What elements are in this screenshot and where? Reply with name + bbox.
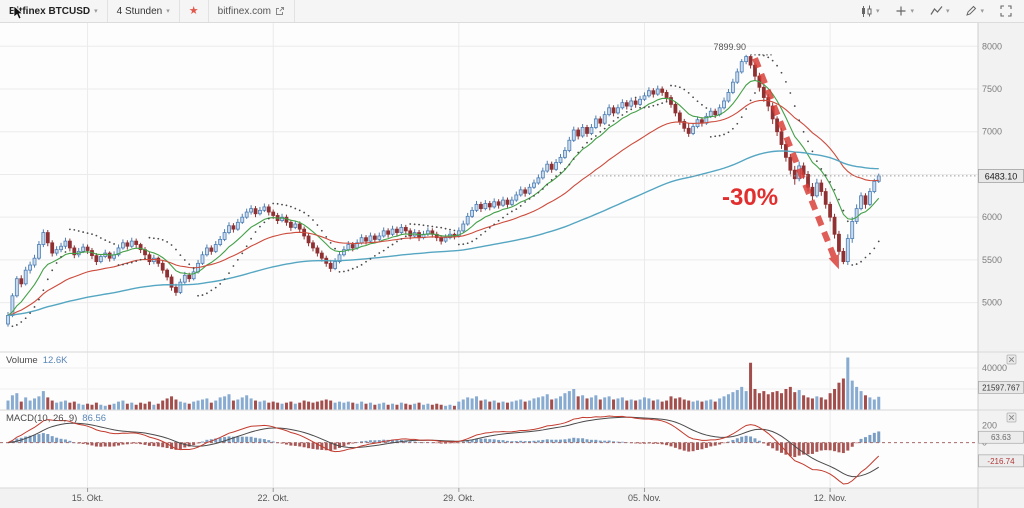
grid <box>0 22 978 488</box>
chart-area: 8000750070006500600055005000400002000648… <box>0 22 1024 508</box>
pencil-icon <box>966 5 977 16</box>
fullscreen-icon <box>1000 5 1012 17</box>
toolbar-separator <box>178 0 180 22</box>
svg-text:15. Okt.: 15. Okt. <box>72 493 104 503</box>
chart-canvas[interactable]: 8000750070006500600055005000400002000648… <box>0 22 1024 508</box>
exchange-link[interactable]: bitfinex.com <box>209 0 294 22</box>
svg-text:40000: 40000 <box>982 363 1007 373</box>
time-axis[interactable]: 15. Okt. 22. Okt. 29. Okt. 05. Nov. 12. Nov. <box>72 488 847 503</box>
toolbar-separator <box>294 0 295 22</box>
toolbar-separator <box>106 0 108 22</box>
interval-selector[interactable]: 4 Stunden ▾ <box>108 0 179 22</box>
svg-text:05. Nov.: 05. Nov. <box>628 493 661 503</box>
volume-pane-close-button[interactable] <box>1006 354 1017 365</box>
svg-text:63.63: 63.63 <box>991 433 1012 442</box>
svg-text:22. Okt.: 22. Okt. <box>257 493 289 503</box>
chevron-down-icon: ▾ <box>980 7 984 15</box>
volume-value-tag: 21597.767 <box>978 381 1024 394</box>
svg-text:29. Okt.: 29. Okt. <box>443 493 475 503</box>
symbol-selector[interactable]: Bitfinex BTCUSD ▾ <box>0 0 107 22</box>
svg-text:6000: 6000 <box>982 212 1002 222</box>
toolbar-right-icons: ▾ ▾ ▾ ▾ <box>852 0 1024 22</box>
toolbar-separator <box>207 0 209 22</box>
psar-dots <box>11 53 880 328</box>
macd-plot <box>0 415 978 485</box>
drawing-tools-button[interactable]: ▾ <box>957 0 992 22</box>
price-axis-gutter[interactable] <box>978 22 1024 508</box>
ma-line-100 <box>7 150 879 317</box>
external-link-icon <box>276 7 284 15</box>
macd-value-tag: 63.63 <box>978 430 1024 444</box>
exchange-link-label: bitfinex.com <box>217 5 271 17</box>
ma-line-10 <box>7 79 880 316</box>
svg-text:200: 200 <box>982 421 997 431</box>
compare-icon <box>896 6 906 16</box>
indicators-button[interactable]: ▾ <box>922 0 958 22</box>
trend-arrow[interactable] <box>752 57 839 270</box>
chevron-down-icon: ▾ <box>166 7 170 15</box>
indicator-wave-icon <box>930 6 943 15</box>
favorite-button[interactable]: ★ <box>180 0 208 22</box>
high-price-annotation[interactable]: 7899.90 <box>713 42 746 52</box>
symbol-label: Bitfinex BTCUSD <box>9 5 91 17</box>
percent-annotation[interactable]: -30% <box>722 184 779 211</box>
svg-text:8000: 8000 <box>982 41 1002 51</box>
chart-style-button[interactable]: ▾ <box>852 0 888 22</box>
candlestick-icon <box>861 5 872 17</box>
interval-label: 4 Stunden <box>116 5 163 17</box>
macd-value-tag: -216.74 <box>978 454 1024 468</box>
svg-text:6483.10: 6483.10 <box>985 171 1018 181</box>
chevron-down-icon: ▾ <box>875 7 880 15</box>
compare-button[interactable]: ▾ <box>887 0 922 22</box>
volume-bars <box>6 357 881 410</box>
ma-line-30 <box>7 99 879 316</box>
svg-text:21597.767: 21597.767 <box>982 383 1020 392</box>
macd-pane-close-button[interactable] <box>1006 412 1017 423</box>
current-price-tag: 6483.10 <box>978 169 1024 183</box>
svg-text:-216.74: -216.74 <box>987 457 1015 466</box>
svg-text:5000: 5000 <box>982 298 1002 308</box>
svg-text:7500: 7500 <box>982 84 1002 94</box>
svg-text:12. Nov.: 12. Nov. <box>814 493 847 503</box>
svg-text:5500: 5500 <box>982 255 1002 265</box>
chevron-down-icon: ▾ <box>94 7 98 15</box>
chevron-down-icon: ▾ <box>945 7 950 15</box>
toolbar: Bitfinex BTCUSD ▾ 4 Stunden ▾ ★ bitfinex… <box>0 0 1024 23</box>
svg-text:7000: 7000 <box>982 127 1002 137</box>
star-icon: ★ <box>188 4 199 17</box>
chevron-down-icon: ▾ <box>910 7 914 15</box>
fullscreen-button[interactable] <box>992 0 1020 22</box>
